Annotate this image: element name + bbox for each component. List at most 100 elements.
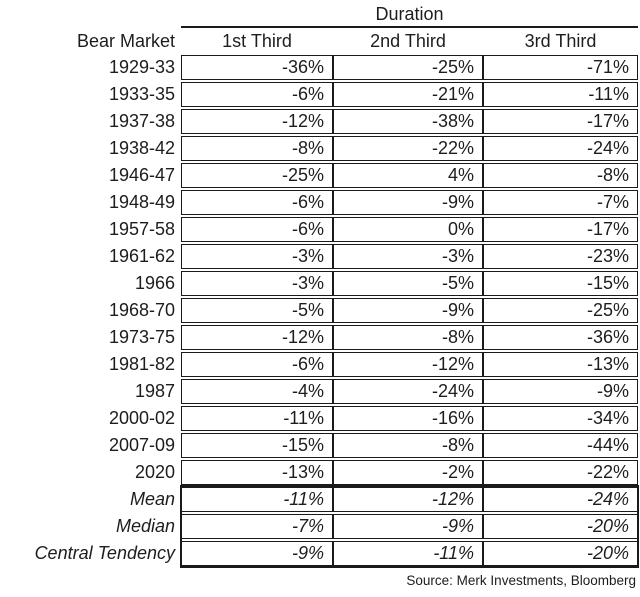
cell-2nd-third: -5% <box>333 271 483 296</box>
row-label: 1968-70 <box>108 300 175 320</box>
cell-1st-third: -25% <box>181 163 333 188</box>
row-label: 1957-58 <box>108 219 175 239</box>
cell-2nd-third: -11% <box>333 541 483 566</box>
row-label: 1946-47 <box>108 165 175 185</box>
table-row: 1933-35 -6% -21% -11% <box>0 82 640 107</box>
row-label: 1961-62 <box>108 246 175 266</box>
cell-1st-third: -6% <box>181 190 333 215</box>
cell-1st-third: -5% <box>181 298 333 323</box>
table-row: 1981-82 -6% -12% -13% <box>0 352 640 377</box>
cell-3rd-third: -9% <box>483 379 638 404</box>
table-row: Central Tendency -9% -11% -20% <box>0 541 640 566</box>
row-label: Median <box>115 516 175 536</box>
row-label: 1948-49 <box>108 192 175 212</box>
cell-3rd-third: -24% <box>483 487 638 512</box>
cell-1st-third: -6% <box>181 352 333 377</box>
cell-1st-third: -8% <box>181 136 333 161</box>
cell-1st-third: -36% <box>181 55 333 80</box>
cell-3rd-third: -20% <box>483 514 638 539</box>
source-attribution: Source: Merk Investments, Bloomberg <box>406 573 636 588</box>
cell-2nd-third: -9% <box>333 190 483 215</box>
row-header-label: Bear Market <box>76 31 175 51</box>
cell-1st-third: -12% <box>181 109 333 134</box>
row-label: 2000-02 <box>108 408 175 428</box>
column-header-2nd-third: 2nd Third <box>370 31 446 51</box>
row-label: 1966 <box>134 273 175 293</box>
column-header-row: Bear Market 1st Third 2nd Third 3rd Thir… <box>0 28 640 55</box>
cell-3rd-third: -44% <box>483 433 638 458</box>
duration-header: Duration <box>181 4 638 28</box>
cell-2nd-third: -25% <box>333 55 483 80</box>
table-row: 1929-33 -36% -25% -71% <box>0 55 640 80</box>
cell-3rd-third: -17% <box>483 217 638 242</box>
row-label: Mean <box>129 489 175 509</box>
table-row: 1957-58 -6% 0% -17% <box>0 217 640 242</box>
table-row: 1937-38 -12% -38% -17% <box>0 109 640 134</box>
cell-3rd-third: -15% <box>483 271 638 296</box>
row-label: 1981-82 <box>108 354 175 374</box>
row-label: 1937-38 <box>108 111 175 131</box>
row-label: 2007-09 <box>108 435 175 455</box>
cell-1st-third: -3% <box>181 244 333 269</box>
cell-1st-third: -11% <box>181 406 333 431</box>
cell-3rd-third: -34% <box>483 406 638 431</box>
cell-2nd-third: -38% <box>333 109 483 134</box>
cell-1st-third: -4% <box>181 379 333 404</box>
table-row: 1948-49 -6% -9% -7% <box>0 190 640 215</box>
cell-2nd-third: -12% <box>333 352 483 377</box>
cell-3rd-third: -17% <box>483 109 638 134</box>
table-row: Median -7% -9% -20% <box>0 514 640 539</box>
cell-1st-third: -13% <box>181 460 333 485</box>
cell-2nd-third: -9% <box>333 298 483 323</box>
table-row: 1946-47 -25% 4% -8% <box>0 163 640 188</box>
cell-1st-third: -3% <box>181 271 333 296</box>
cell-3rd-third: -23% <box>483 244 638 269</box>
column-header-1st-third: 1st Third <box>222 31 292 51</box>
cell-3rd-third: -13% <box>483 352 638 377</box>
row-label: 2020 <box>134 462 175 482</box>
cell-3rd-third: -25% <box>483 298 638 323</box>
row-label: 1973-75 <box>108 327 175 347</box>
cell-2nd-third: 0% <box>333 217 483 242</box>
cell-2nd-third: -22% <box>333 136 483 161</box>
cell-3rd-third: -71% <box>483 55 638 80</box>
cell-2nd-third: -21% <box>333 82 483 107</box>
table-body: 1929-33 -36% -25% -71% 1933-35 -6% -21% … <box>0 55 640 485</box>
cell-3rd-third: -24% <box>483 136 638 161</box>
row-label: 1938-42 <box>108 138 175 158</box>
cell-1st-third: -9% <box>181 541 333 566</box>
cell-1st-third: -7% <box>181 514 333 539</box>
table-row: Mean -11% -12% -24% <box>0 487 640 512</box>
cell-2nd-third: 4% <box>333 163 483 188</box>
row-label: 1929-33 <box>108 57 175 77</box>
cell-3rd-third: -36% <box>483 325 638 350</box>
table-row: 1966 -3% -5% -15% <box>0 271 640 296</box>
row-label: 1987 <box>134 381 175 401</box>
cell-1st-third: -6% <box>181 82 333 107</box>
cell-2nd-third: -12% <box>333 487 483 512</box>
cell-1st-third: -15% <box>181 433 333 458</box>
table-row: 1968-70 -5% -9% -25% <box>0 298 640 323</box>
table-row: 2020 -13% -2% -22% <box>0 460 640 485</box>
cell-3rd-third: -7% <box>483 190 638 215</box>
table-row: 2007-09 -15% -8% -44% <box>0 433 640 458</box>
summary-section: Mean -11% -12% -24% Median -7% -9% -20% … <box>0 485 640 568</box>
cell-2nd-third: -8% <box>333 325 483 350</box>
cell-1st-third: -6% <box>181 217 333 242</box>
cell-1st-third: -12% <box>181 325 333 350</box>
column-header-3rd-third: 3rd Third <box>524 31 597 51</box>
row-label: 1933-35 <box>108 84 175 104</box>
table-row: 1973-75 -12% -8% -36% <box>0 325 640 350</box>
cell-3rd-third: -20% <box>483 541 638 566</box>
table-row: 2000-02 -11% -16% -34% <box>0 406 640 431</box>
cell-2nd-third: -3% <box>333 244 483 269</box>
cell-1st-third: -11% <box>181 487 333 512</box>
cell-3rd-third: -11% <box>483 82 638 107</box>
cell-2nd-third: -16% <box>333 406 483 431</box>
cell-2nd-third: -9% <box>333 514 483 539</box>
row-label: Central Tendency <box>34 543 175 563</box>
cell-2nd-third: -8% <box>333 433 483 458</box>
table-row: 1961-62 -3% -3% -23% <box>0 244 640 269</box>
cell-3rd-third: -22% <box>483 460 638 485</box>
